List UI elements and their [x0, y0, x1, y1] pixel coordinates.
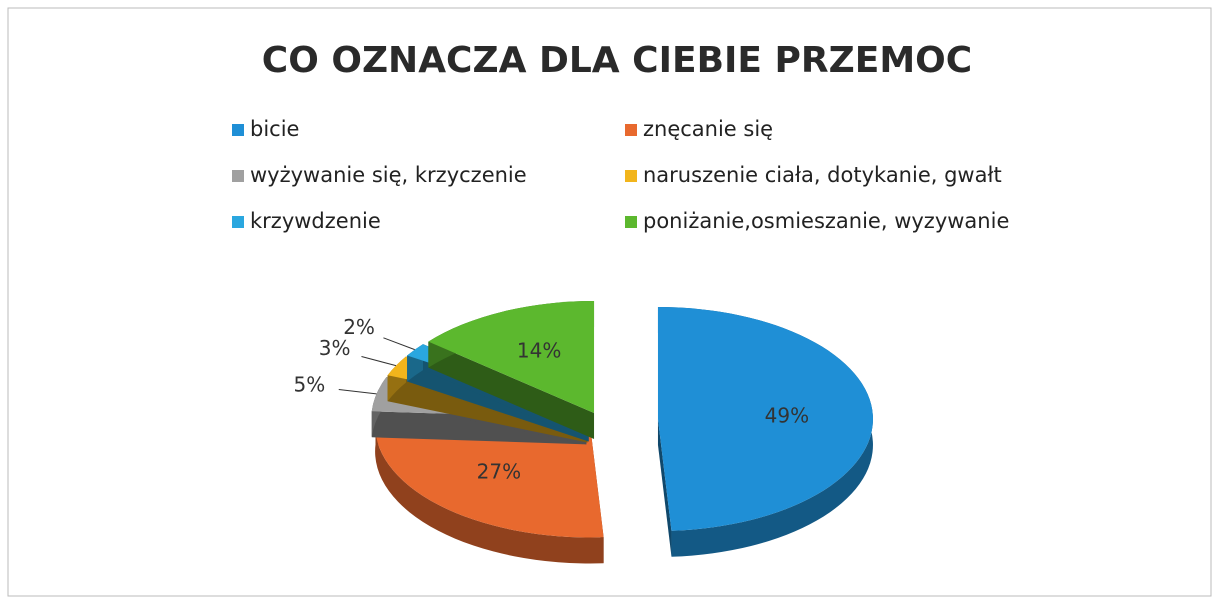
- slice-side: [375, 418, 604, 564]
- legend-label: wyżywanie się, krzyczenie: [250, 163, 527, 187]
- value-label: 5%: [294, 373, 326, 397]
- legend-swatch: [625, 170, 637, 182]
- leader-line: [338, 388, 377, 395]
- legend-swatch: [232, 216, 244, 228]
- chart-title: CO OZNACZA DLA CIEBIE PRZEMOC: [262, 40, 972, 81]
- value-label: 2%: [343, 315, 375, 339]
- pie-slice: [657, 306, 873, 531]
- legend-label: znęcanie się: [643, 117, 773, 141]
- value-label: 27%: [477, 459, 521, 483]
- slice-side: [657, 418, 672, 557]
- value-label: 14%: [517, 339, 561, 363]
- legend-swatch: [625, 124, 637, 136]
- legend-swatch: [625, 216, 637, 228]
- leader-line: [361, 356, 397, 367]
- legend-label: naruszenie ciała, dotykanie, gwałt: [643, 163, 1002, 187]
- legend-swatch: [232, 124, 244, 136]
- legend-label: poniżanie,osmieszanie, wyzywanie: [643, 209, 1009, 233]
- leader-line: [383, 337, 415, 351]
- legend-label: krzywdzenie: [250, 209, 381, 233]
- value-label: 3%: [319, 336, 351, 360]
- chart-frame: [7, 7, 1212, 597]
- value-label: 49%: [765, 403, 809, 427]
- legend-swatch: [232, 170, 244, 182]
- legend-label: bicie: [250, 117, 299, 141]
- pie-slice: [428, 301, 595, 414]
- pie-slice: [375, 418, 604, 538]
- slice-side: [428, 341, 595, 440]
